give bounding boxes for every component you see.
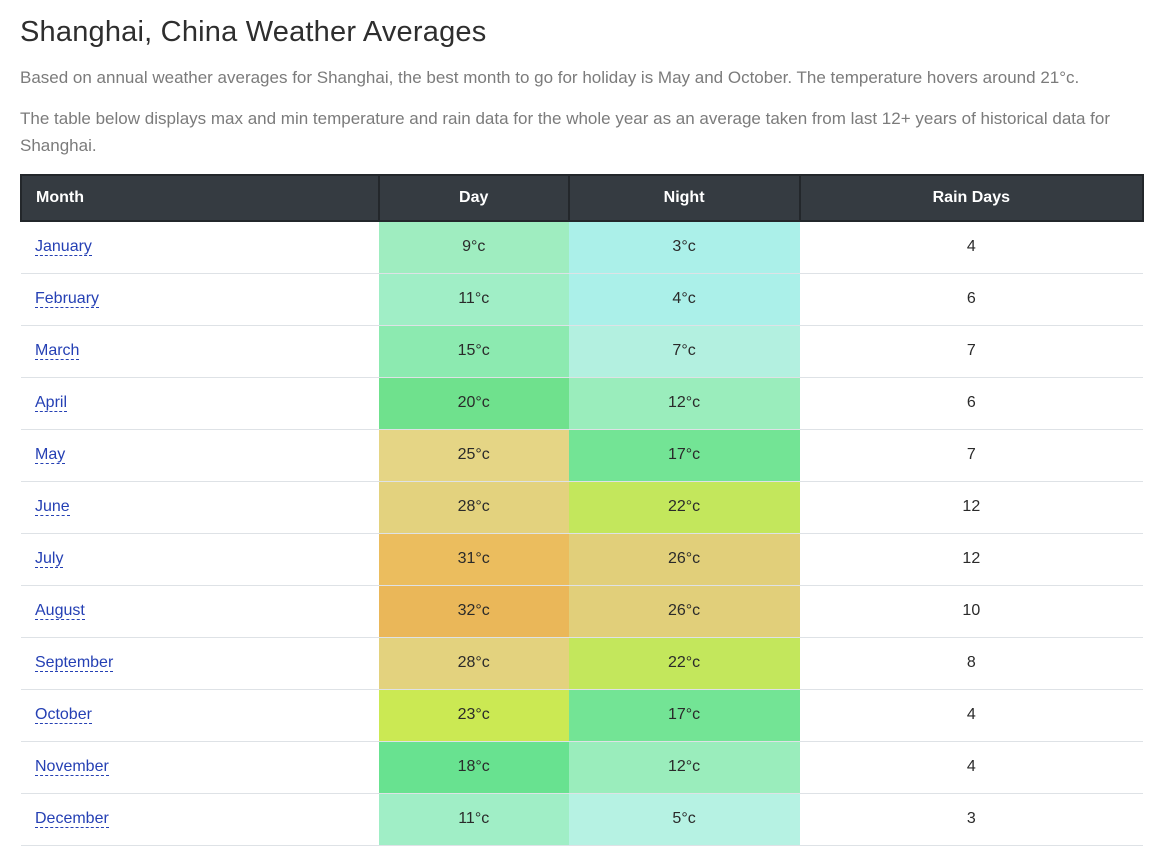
header-night: Night [567,174,801,223]
intro-paragraph-1: Based on annual weather averages for Sha… [20,68,1080,87]
month-link[interactable]: December [35,810,109,829]
month-link[interactable]: August [35,602,85,621]
night-temp-cell: 5°c [568,792,800,846]
month-cell: November [21,740,379,794]
month-cell: August [21,584,379,638]
rain-days-cell: 4 [799,688,1143,742]
night-temp-cell: 17°c [568,428,800,482]
table-body: January 9°c 3°c 4 February 11°c 4°c 6 Ma… [21,221,1143,846]
day-temp-cell: 25°c [378,428,569,482]
day-temp-cell: 20°c [378,376,569,430]
month-link[interactable]: January [35,238,92,257]
rain-days-cell: 4 [799,221,1143,274]
night-temp-cell: 12°c [568,740,800,794]
table-row: January 9°c 3°c 4 [21,221,1143,274]
month-link[interactable]: March [35,342,80,361]
rain-days-cell: 12 [799,532,1143,586]
table-row: November 18°c 12°c 4 [21,740,1143,794]
night-temp-cell: 26°c [568,532,800,586]
month-cell: July [21,532,379,586]
day-temp-cell: 9°c [378,221,569,274]
night-temp-cell: 7°c [568,324,800,378]
night-temp-cell: 4°c [568,272,800,326]
rain-days-cell: 3 [799,792,1143,846]
rain-days-cell: 6 [799,272,1143,326]
month-link[interactable]: June [35,498,70,517]
rain-days-cell: 4 [799,740,1143,794]
table-row: February 11°c 4°c 6 [21,272,1143,326]
rain-days-cell: 8 [799,636,1143,690]
rain-days-cell: 7 [799,428,1143,482]
night-temp-cell: 17°c [568,688,800,742]
month-cell: December [21,792,379,846]
page-title: Shanghai, China Weather Averages [20,16,487,48]
table-row: May 25°c 17°c 7 [21,428,1143,482]
table-row: August 32°c 26°c 10 [21,584,1143,638]
header-rain-days: Rain Days [798,174,1145,223]
month-link[interactable]: February [35,290,100,309]
table-header-row: Month Day Night Rain Days [20,174,1145,223]
intro-paragraph-2: The table below displays max and min tem… [20,109,1111,155]
rain-days-cell: 7 [799,324,1143,378]
day-temp-cell: 11°c [378,272,569,326]
night-temp-cell: 22°c [568,636,800,690]
month-cell: May [21,428,379,482]
rain-days-cell: 6 [799,376,1143,430]
rain-days-cell: 10 [799,584,1143,638]
day-temp-cell: 15°c [378,324,569,378]
table-head: Month Day Night Rain Days [20,174,1145,223]
month-link[interactable]: November [35,758,109,777]
month-link[interactable]: April [35,394,68,413]
month-link[interactable]: July [35,550,64,569]
day-temp-cell: 32°c [378,584,569,638]
month-link[interactable]: September [35,654,114,673]
month-cell: February [21,272,379,326]
day-temp-cell: 11°c [378,792,569,846]
month-cell: March [21,324,379,378]
month-link[interactable]: October [35,706,92,725]
month-cell: September [21,636,379,690]
month-cell: April [21,376,379,430]
day-temp-cell: 23°c [378,688,569,742]
month-cell: June [21,480,379,534]
table-row: June 28°c 22°c 12 [21,480,1143,534]
table-row: December 11°c 5°c 3 [21,792,1143,846]
header-month: Month [20,174,380,223]
table-row: October 23°c 17°c 4 [21,688,1143,742]
header-day: Day [377,174,570,223]
day-temp-cell: 18°c [378,740,569,794]
table-row: July 31°c 26°c 12 [21,532,1143,586]
month-cell: October [21,688,379,742]
table-row: March 15°c 7°c 7 [21,324,1143,378]
night-temp-cell: 3°c [568,221,800,274]
rain-days-cell: 12 [799,480,1143,534]
night-temp-cell: 26°c [568,584,800,638]
night-temp-cell: 12°c [568,376,800,430]
month-cell: January [21,221,379,274]
table-row: September 28°c 22°c 8 [21,636,1143,690]
night-temp-cell: 22°c [568,480,800,534]
weather-averages-table: Month Day Night Rain Days January 9°c 3°… [20,174,1145,846]
day-temp-cell: 28°c [378,636,569,690]
day-temp-cell: 31°c [378,532,569,586]
table-row: April 20°c 12°c 6 [21,376,1143,430]
day-temp-cell: 28°c [378,480,569,534]
month-link[interactable]: May [35,446,66,465]
